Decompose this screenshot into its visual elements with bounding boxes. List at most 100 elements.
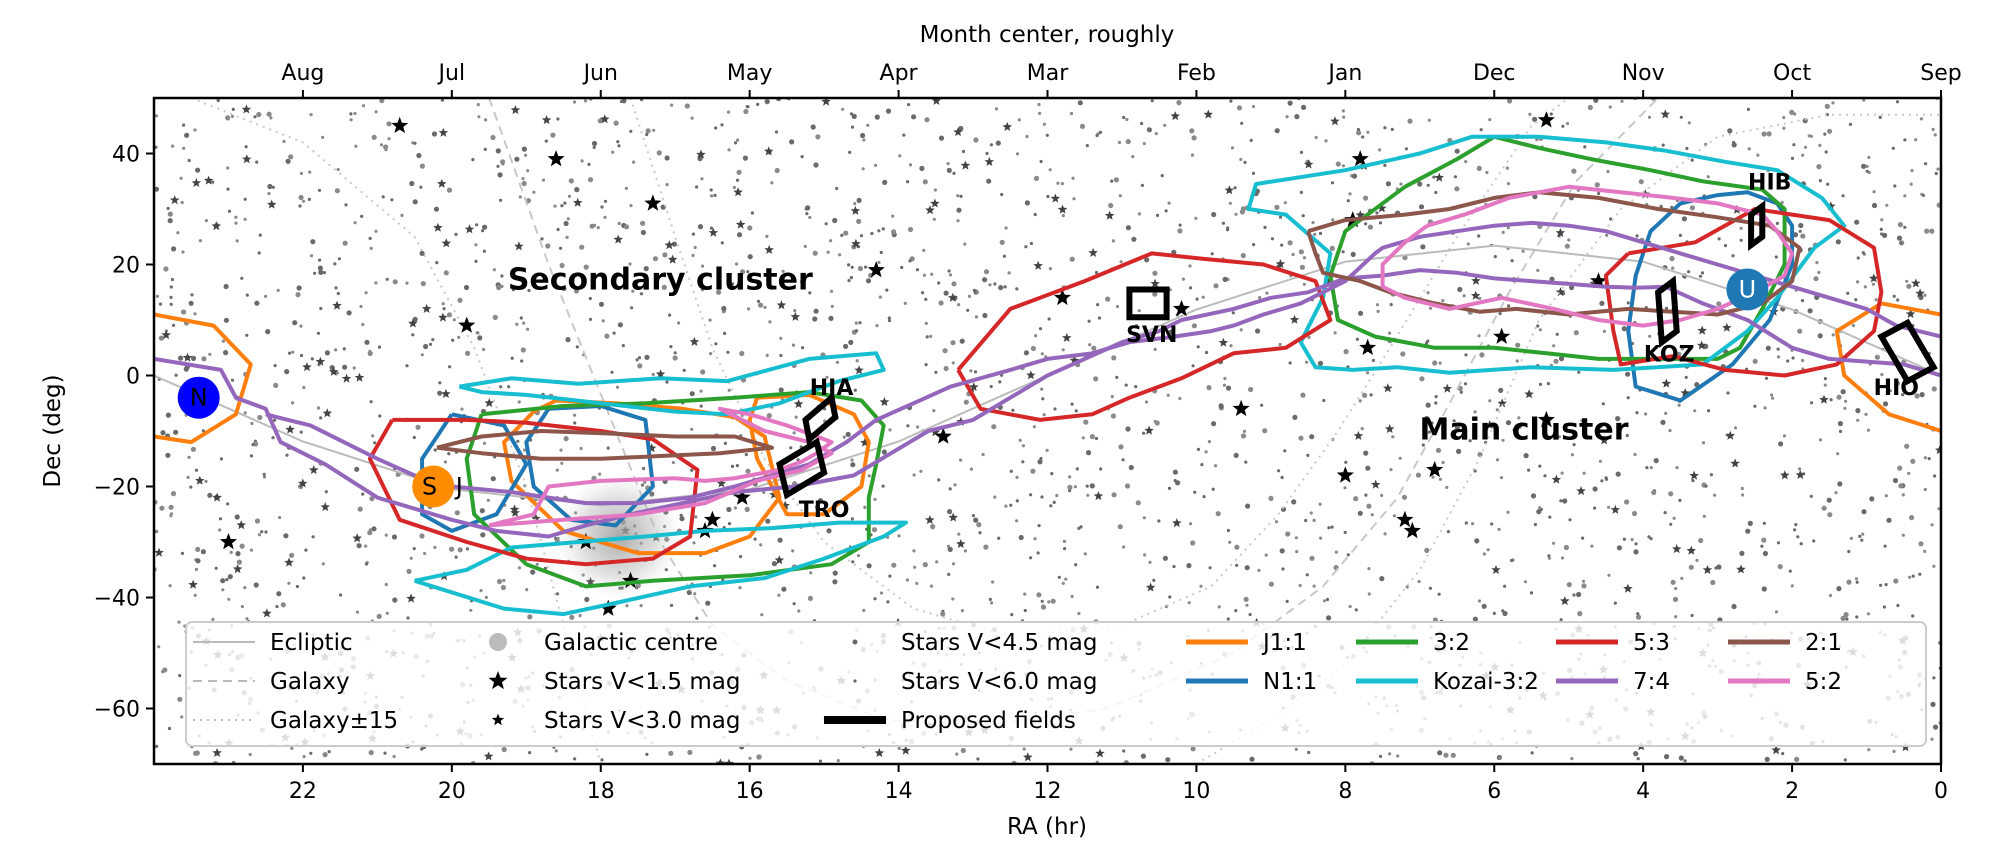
faint-star [1878,115,1882,119]
faint-star [1165,757,1171,763]
dim-star [1144,425,1154,435]
faint-star [559,448,563,452]
dim-star [1689,470,1699,480]
faint-star [1364,493,1368,497]
faint-star [460,407,464,411]
faint-star [951,597,955,601]
faint-star [342,240,348,246]
dim-star [667,254,678,264]
faint-star [1688,564,1694,570]
faint-star [1244,460,1248,464]
faint-star [708,318,712,322]
faint-star [981,452,985,457]
faint-star [194,567,199,572]
faint-star [178,355,184,361]
faint-star [639,292,644,296]
faint-star [1647,535,1651,539]
faint-star [838,253,842,257]
faint-star [200,549,206,555]
faint-star [447,452,451,456]
faint-star [1885,203,1889,207]
faint-star [1432,360,1438,366]
faint-star [1753,404,1757,408]
faint-star [1937,507,1941,511]
faint-star [1932,564,1936,568]
dim-star [169,195,180,205]
faint-star [937,478,941,482]
legend-label: J1:1 [1261,630,1307,656]
faint-star [1095,585,1100,589]
bright-star [1232,399,1250,417]
faint-star [166,206,170,210]
faint-star [799,280,804,284]
dim-star [438,127,449,137]
faint-star [1756,153,1760,157]
faint-star [1191,323,1197,329]
faint-star [1800,299,1805,303]
bright-star [458,316,476,333]
faint-star [1752,358,1758,364]
faint-star [244,145,248,149]
faint-star [177,620,181,624]
faint-star [891,214,895,218]
faint-star [1817,270,1821,275]
faint-star [960,747,966,754]
faint-star [865,278,872,284]
faint-star [756,299,761,303]
faint-star [835,360,840,364]
faint-star [765,234,769,238]
faint-star [240,605,244,609]
faint-star [1678,498,1682,502]
faint-star [1236,105,1243,111]
faint-star [167,726,172,731]
faint-star [1670,579,1676,585]
faint-star [1477,599,1482,603]
faint-star [318,269,324,275]
y-tick-label: −40 [94,587,140,612]
faint-star [1861,509,1867,515]
faint-star [420,281,426,287]
faint-star [369,400,373,404]
faint-star [770,181,774,185]
faint-star [1855,615,1859,619]
faint-star [1695,558,1699,563]
faint-star [1154,420,1160,426]
faint-star [1378,754,1383,759]
faint-star [841,107,845,111]
faint-star [651,372,655,377]
faint-star [201,356,207,362]
faint-star [1563,544,1569,551]
faint-star [700,177,704,181]
faint-star [298,194,304,201]
faint-star [567,194,572,198]
faint-star [1111,492,1117,498]
faint-star [1707,409,1711,413]
faint-star [169,302,173,306]
faint-star [1934,171,1938,176]
faint-star [1191,135,1197,141]
bright-star [1403,521,1421,539]
faint-star [1239,328,1243,332]
faint-star [479,589,483,593]
faint-star [342,347,346,351]
faint-star [818,759,823,763]
faint-star [1421,443,1425,447]
dim-star [1780,470,1790,480]
faint-star [682,368,686,372]
faint-star [364,562,368,566]
faint-star [1437,592,1441,596]
faint-star [1041,397,1045,401]
faint-star [1893,184,1897,188]
faint-star [856,554,861,558]
faint-star [1178,396,1182,401]
faint-star [1331,218,1335,222]
faint-star [1067,484,1073,490]
faint-star [765,518,771,524]
faint-star [747,225,753,231]
dim-star [793,399,804,409]
faint-star [922,562,928,568]
faint-star [664,155,670,161]
faint-star [267,191,271,196]
faint-star [913,565,917,569]
